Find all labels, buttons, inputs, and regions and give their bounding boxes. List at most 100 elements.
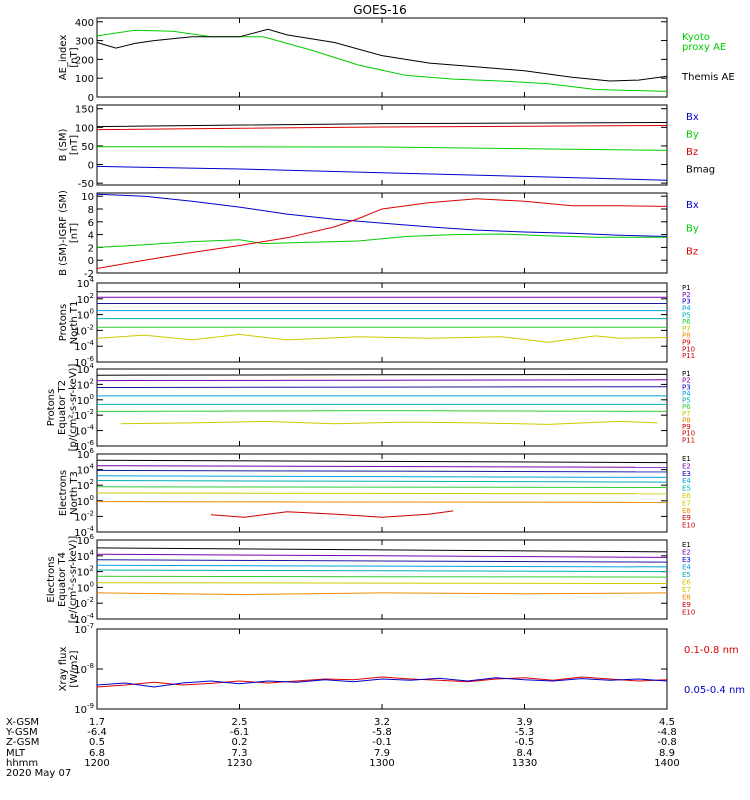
legend-entry: E9 <box>682 514 691 522</box>
x-tick-label: 7.3 <box>232 748 248 759</box>
panel-3: -2 0 24 6 8 10B (SM)-IGRF (SM)[nT] Bx By Bz <box>58 190 699 280</box>
series-group <box>96 459 668 518</box>
x-row-label: X-GSM <box>6 717 39 728</box>
series-line <box>96 592 668 596</box>
series-group <box>96 547 668 596</box>
y-tick-label: -50 <box>78 179 94 190</box>
legend-entry: E4 <box>682 564 691 572</box>
series-line <box>96 165 668 181</box>
plot-frame <box>96 282 668 363</box>
y-tick-label: 100 <box>77 393 94 407</box>
x-tick-label: 1.7 <box>89 717 105 728</box>
y-tick-label: 10-7 <box>74 622 94 636</box>
series-line <box>96 122 668 128</box>
y-tick-label: 0 <box>88 93 94 104</box>
y-tick-label: 50 <box>81 142 94 153</box>
legend-entry: P11 <box>682 352 695 360</box>
x-tick-label: 0.2 <box>232 737 248 748</box>
x-tick-label: 1300 <box>369 758 394 769</box>
y-tick-label: 100 <box>75 74 94 85</box>
legend-entry: By <box>686 223 699 234</box>
legend-entry: P6 <box>682 403 691 411</box>
y-axis-label: ProtonsEquator T2[p/(cm²-s-sr-keV)] <box>46 364 79 452</box>
y-axis-label: B (SM)[nT] <box>58 128 80 161</box>
series-line <box>96 410 668 412</box>
legend-entry: E8 <box>682 594 691 602</box>
series-line <box>96 486 668 488</box>
plot-frame <box>96 17 668 98</box>
legend-entry: proxy AE <box>682 42 726 53</box>
x-tick-label: 1230 <box>227 758 252 769</box>
plot-frame <box>96 539 668 620</box>
legend-entry: Bz <box>686 247 698 258</box>
legend-entry: P1 <box>682 284 691 292</box>
x-tick-label: 4.5 <box>659 717 675 728</box>
y-tick-label: 6 <box>88 218 94 229</box>
series-line <box>96 676 668 688</box>
x-tick-label: 6.8 <box>89 748 105 759</box>
legend-entry: P10 <box>682 345 695 353</box>
x-tick-label: -6.1 <box>230 727 250 738</box>
y-tick-label: 104 <box>77 362 95 376</box>
x-row-label: Z-GSM <box>6 737 39 748</box>
y-tick-label: 100 <box>75 123 94 134</box>
y-axis-label: AE_index[nT] <box>58 35 80 81</box>
series-line <box>96 492 668 495</box>
series-line <box>96 459 668 464</box>
series-line <box>96 480 668 483</box>
y-tick-label: 102 <box>77 565 94 579</box>
y-tick-label: 10 <box>81 192 94 203</box>
series-line <box>96 333 668 343</box>
series-line <box>96 146 668 151</box>
x-tick-label: -5.3 <box>515 727 535 738</box>
x-tick-label: 0.5 <box>89 737 105 748</box>
series-line <box>96 575 668 578</box>
series-line <box>96 547 668 553</box>
series-line <box>96 564 668 568</box>
legend-entry: P3 <box>682 298 691 306</box>
figure-title: GOES-16 <box>353 3 407 17</box>
legend-entry: Bx <box>686 112 699 123</box>
legend-entry: P9 <box>682 423 691 431</box>
legend-entry: P2 <box>682 377 691 385</box>
y-tick-label: 104 <box>77 549 95 563</box>
y-tick-label: 300 <box>75 37 94 48</box>
legend-entry: 0.05-0.4 nm <box>684 685 745 696</box>
x-tick-label: -0.8 <box>657 737 677 748</box>
x-tick-label: 1330 <box>512 758 537 769</box>
series-line <box>96 29 668 92</box>
legend-entry: E6 <box>682 579 691 587</box>
series-line <box>120 420 658 425</box>
legend-entry: P2 <box>682 291 691 299</box>
legend-entry: P8 <box>682 416 691 424</box>
series-group <box>96 676 668 688</box>
legend-entry: E1 <box>682 455 691 463</box>
series-group <box>96 122 668 181</box>
x-tick-label: 8.9 <box>659 748 675 759</box>
x-tick-label: 3.9 <box>517 717 533 728</box>
legend-entry: P4 <box>682 390 691 398</box>
x-tick-label: -0.1 <box>372 737 392 748</box>
legend-entry: E1 <box>682 541 691 549</box>
y-axis-label: ElectronsNorth T3 <box>58 470 80 516</box>
legend-entry: P4 <box>682 304 691 312</box>
legend-entry: P6 <box>682 318 691 326</box>
x-tick-label: 1200 <box>84 758 109 769</box>
x-tick-label: 7.9 <box>374 748 390 759</box>
series-line <box>96 28 668 82</box>
y-tick-label: 102 <box>77 377 94 391</box>
x-tick-label: -0.5 <box>515 737 535 748</box>
x-row-label: Y-GSM <box>5 727 38 738</box>
x-row-label: 2020 May 07 <box>6 768 71 779</box>
series-line <box>96 233 667 248</box>
y-tick-label: 0 <box>88 256 94 267</box>
y-axis-label: Xray flux[W/m2] <box>58 647 80 692</box>
legend-entry: E8 <box>682 507 691 515</box>
y-tick-label: -2 <box>84 269 94 280</box>
legend-entry: E6 <box>682 492 691 500</box>
